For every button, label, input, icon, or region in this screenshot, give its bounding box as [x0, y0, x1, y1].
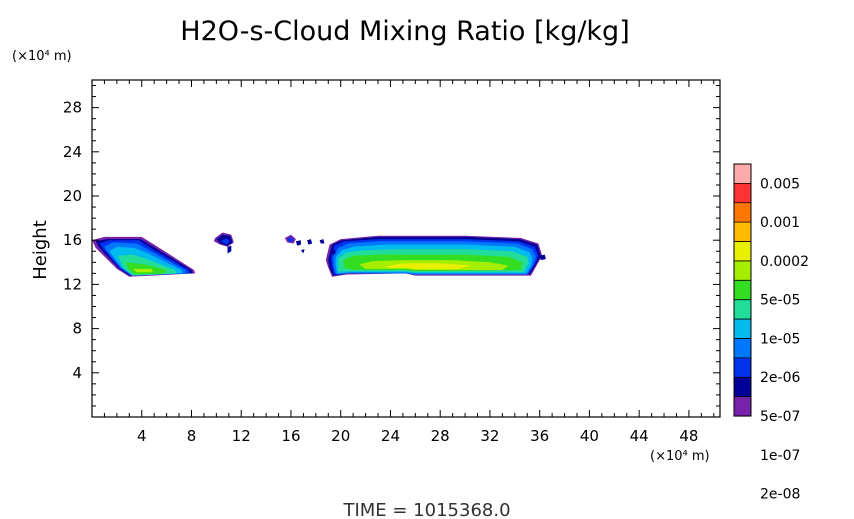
colorbar-swatch [734, 280, 751, 301]
colorbar-label: 2e-08 [760, 487, 800, 503]
x-tick-label: 12 [232, 427, 251, 445]
x-tick-label: 24 [381, 427, 400, 445]
colorbar-label: 5e-07 [760, 409, 800, 425]
x-tick-label: 44 [630, 427, 649, 445]
colorbar-swatch [734, 222, 751, 243]
colorbar-label: 5e-05 [760, 293, 800, 309]
contour-band-9 [319, 239, 325, 244]
colorbar-label: 0.001 [760, 215, 800, 231]
contour-band-8 [384, 263, 472, 269]
colorbar-swatch [734, 357, 751, 378]
x-tick-labels: 4 8 12 16 20 24 28 32 36 40 44 48 [137, 427, 698, 445]
colorbar-label: 1e-05 [760, 331, 800, 347]
y-tick-label: 4 [72, 364, 82, 382]
contour-band-6 [125, 262, 167, 275]
contour-band-8 [307, 239, 313, 245]
colorbar-frame [733, 163, 752, 417]
colorbar-label: 0.0002 [760, 254, 809, 270]
time-label: TIME = 1015368.0 [342, 500, 510, 519]
colorbar-swatch [734, 299, 751, 320]
y-tick-labels: 4 8 12 16 20 24 28 [63, 99, 82, 382]
colorbar-swatch [734, 396, 751, 417]
contour-band-5 [287, 236, 294, 243]
x-tick-label: 4 [137, 427, 147, 445]
colorbar-swatch [734, 164, 751, 184]
x-tick-label: 48 [679, 427, 698, 445]
cloud-region-b [325, 235, 543, 277]
y-tick-label: 24 [63, 143, 82, 161]
contour-band-10 [328, 260, 332, 266]
colorbar-swatch [734, 319, 751, 340]
contour-band-2 [221, 238, 230, 245]
y-tick-label: 28 [63, 99, 82, 117]
x-tick-label: 32 [480, 427, 499, 445]
colorbar: 0.005 0.001 0.0002 5e-05 1e-05 2e-06 5e-07 1e-0… [733, 163, 809, 503]
contour-band-7 [133, 268, 153, 273]
chart-title: H2O-s-Cloud Mixing Ratio [kg/kg] [180, 16, 629, 47]
y-tick-label: 8 [72, 320, 82, 338]
contour-band-7 [300, 249, 305, 254]
x-tick-label: 20 [331, 427, 350, 445]
colorbar-swatch [734, 260, 751, 281]
cloud-region-a [92, 236, 196, 277]
cloud-fragments [213, 232, 546, 266]
colorbar-swatch [734, 183, 751, 204]
x-tick-label: 8 [187, 427, 197, 445]
contour-band-3 [227, 245, 232, 254]
colorbar-label: 1e-07 [760, 448, 800, 464]
contour-field [92, 232, 546, 277]
y-axis-unit: (×10⁴ m) [12, 49, 72, 64]
colorbar-swatch [734, 338, 751, 359]
colorbar-swatch [734, 377, 751, 398]
colorbar-label: 0.005 [760, 176, 800, 192]
y-tick-label: 12 [63, 275, 82, 293]
y-axis-label: Height [30, 220, 51, 280]
y-tick-label: 16 [63, 231, 82, 249]
contour-band-6 [295, 240, 301, 246]
x-tick-label: 40 [580, 427, 599, 445]
y-tick-label: 20 [63, 187, 82, 205]
x-tick-label: 16 [281, 427, 300, 445]
x-axis-unit: (×10⁴ m) [650, 449, 710, 464]
x-tick-label: 36 [530, 427, 549, 445]
axis-ticks [92, 80, 720, 417]
contour-band-11 [332, 249, 336, 255]
colorbar-swatch [734, 202, 751, 223]
colorbar-swatch [734, 241, 751, 262]
x-tick-label: 28 [431, 427, 450, 445]
plot-frame [91, 79, 721, 418]
colorbar-label: 2e-06 [760, 370, 800, 386]
contour-band-12 [539, 254, 546, 261]
